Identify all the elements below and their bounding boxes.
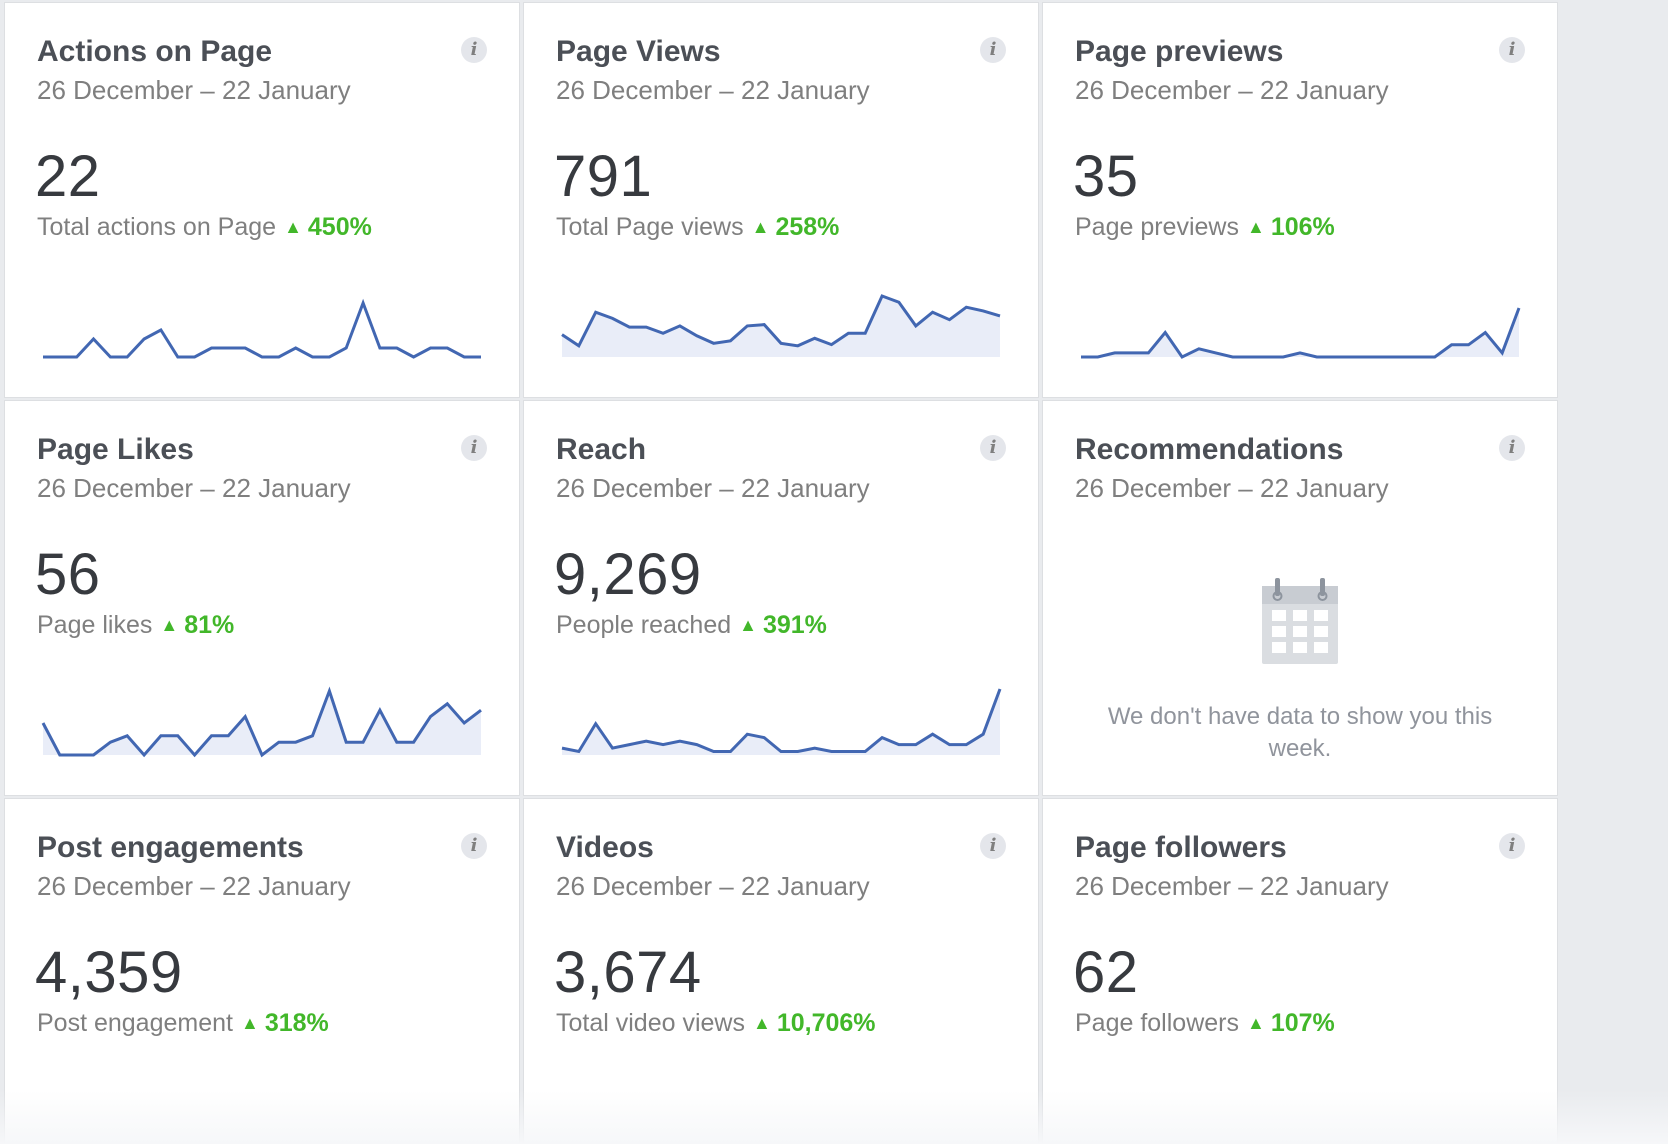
sparkline-chart: [1081, 307, 1521, 359]
card-sub-label: Page previews: [1075, 213, 1239, 241]
card-page-followers[interactable]: Page followers 26 December – 22 January …: [1042, 798, 1558, 1144]
card-sub-label: Total video views: [556, 1009, 745, 1037]
info-icon[interactable]: i: [980, 833, 1006, 859]
empty-state-message: We don't have data to show you this week…: [1107, 703, 1493, 762]
card-videos[interactable]: Videos 26 December – 22 January i 3,674 …: [523, 798, 1039, 1144]
card-delta: 450%: [307, 213, 372, 241]
card-reach[interactable]: Reach 26 December – 22 January i 9,269 P…: [523, 400, 1039, 796]
card-delta: 318%: [264, 1009, 329, 1037]
card-date-range: 26 December – 22 January: [556, 75, 870, 105]
card-sub-label: Total actions on Page: [37, 213, 277, 241]
card-date-range: 26 December – 22 January: [37, 473, 351, 503]
card-title: Page previews: [1075, 35, 1284, 68]
card-title: Videos: [556, 831, 654, 864]
card-sub-label: Page followers: [1075, 1009, 1239, 1037]
triangle-up-icon: ▲: [1246, 1013, 1265, 1033]
triangle-up-icon: ▲: [751, 217, 770, 237]
card-recommendations[interactable]: Recommendations 26 December – 22 January…: [1042, 400, 1558, 796]
card-delta: 258%: [775, 213, 840, 241]
card-title: Recommendations: [1075, 433, 1344, 466]
card-value: 3,674: [554, 940, 702, 1005]
card-value: 4,359: [35, 940, 183, 1005]
sparkline-chart: [41, 686, 482, 758]
card-delta: 391%: [762, 611, 827, 639]
sparkline-chart: [561, 294, 1001, 357]
card-title: Post engagements: [37, 831, 304, 864]
calendar-icon: [1260, 576, 1340, 673]
card-subtitle: Page followers ▲ 107%: [1075, 1009, 1335, 1038]
sparkline-line: [41, 686, 482, 758]
card-sub-label: Total Page views: [556, 213, 744, 241]
card-date-range: 26 December – 22 January: [1075, 75, 1389, 105]
card-page-views[interactable]: Page Views 26 December – 22 January i 79…: [523, 2, 1039, 398]
card-post-engagements[interactable]: Post engagements 26 December – 22 Januar…: [4, 798, 520, 1144]
card-subtitle: Total actions on Page ▲ 450%: [37, 213, 372, 242]
card-date-range: 26 December – 22 January: [556, 473, 870, 503]
card-date-range: 26 December – 22 January: [37, 75, 351, 105]
sparkline-line: [561, 294, 1001, 348]
sparkline-line: [43, 298, 481, 359]
card-subtitle: Post engagement ▲ 318%: [37, 1009, 329, 1038]
card-date-range: 26 December – 22 January: [37, 871, 351, 901]
card-delta: 81%: [184, 611, 235, 639]
sparkline-area: [562, 296, 1000, 357]
info-icon[interactable]: i: [1499, 37, 1525, 63]
card-value: 22: [35, 144, 101, 209]
card-value: 62: [1073, 940, 1139, 1005]
card-value: 35: [1073, 144, 1139, 209]
card-sub-label: People reached: [556, 611, 732, 639]
card-delta: 106%: [1270, 213, 1335, 241]
card-subtitle: Total Page views ▲ 258%: [556, 213, 839, 242]
card-page-previews[interactable]: Page previews 26 December – 22 January i…: [1042, 2, 1558, 398]
triangle-up-icon: ▲: [160, 615, 179, 635]
triangle-up-icon: ▲: [240, 1013, 259, 1033]
card-delta: 107%: [1270, 1009, 1335, 1037]
card-value: 56: [35, 542, 101, 607]
card-title: Page followers: [1075, 831, 1287, 864]
card-page-likes[interactable]: Page Likes 26 December – 22 January i 56…: [4, 400, 520, 796]
info-icon[interactable]: i: [1499, 435, 1525, 461]
sparkline-chart: [561, 688, 1002, 755]
info-icon[interactable]: i: [980, 435, 1006, 461]
card-title: Page Views: [556, 35, 721, 68]
card-subtitle: Total video views ▲ 10,706%: [556, 1009, 876, 1038]
sparkline-line: [1081, 307, 1521, 359]
info-icon[interactable]: i: [461, 435, 487, 461]
triangle-up-icon: ▲: [1246, 217, 1265, 237]
card-date-range: 26 December – 22 January: [556, 871, 870, 901]
sparkline-area: [562, 689, 1000, 755]
card-date-range: 26 December – 22 January: [1075, 473, 1389, 503]
info-icon[interactable]: i: [461, 833, 487, 859]
info-icon[interactable]: i: [461, 37, 487, 63]
info-icon[interactable]: i: [980, 37, 1006, 63]
card-value: 791: [554, 144, 653, 209]
card-date-range: 26 December – 22 January: [1075, 871, 1389, 901]
card-sub-label: Post engagement: [37, 1009, 233, 1037]
triangle-up-icon: ▲: [284, 217, 302, 237]
card-title: Actions on Page: [37, 35, 273, 68]
sparkline-area: [43, 691, 481, 755]
card-value: 9,269: [554, 542, 702, 607]
card-sub-label: Page likes: [37, 611, 153, 639]
triangle-up-icon: ▲: [739, 615, 757, 635]
info-icon[interactable]: i: [1499, 833, 1525, 859]
card-actions-on-page[interactable]: Actions on Page 26 December – 22 January…: [4, 2, 520, 398]
card-subtitle: People reached ▲ 391%: [556, 611, 827, 640]
card-delta: 10,706%: [776, 1009, 876, 1037]
sparkline-area: [1081, 308, 1519, 357]
card-subtitle: Page likes ▲ 81%: [37, 611, 234, 640]
triangle-up-icon: ▲: [752, 1013, 771, 1033]
sparkline-chart: [43, 298, 481, 359]
card-title: Reach: [556, 433, 647, 466]
card-subtitle: Page previews ▲ 106%: [1075, 213, 1335, 242]
sparkline-line: [561, 688, 1002, 754]
card-title: Page Likes: [37, 433, 194, 466]
